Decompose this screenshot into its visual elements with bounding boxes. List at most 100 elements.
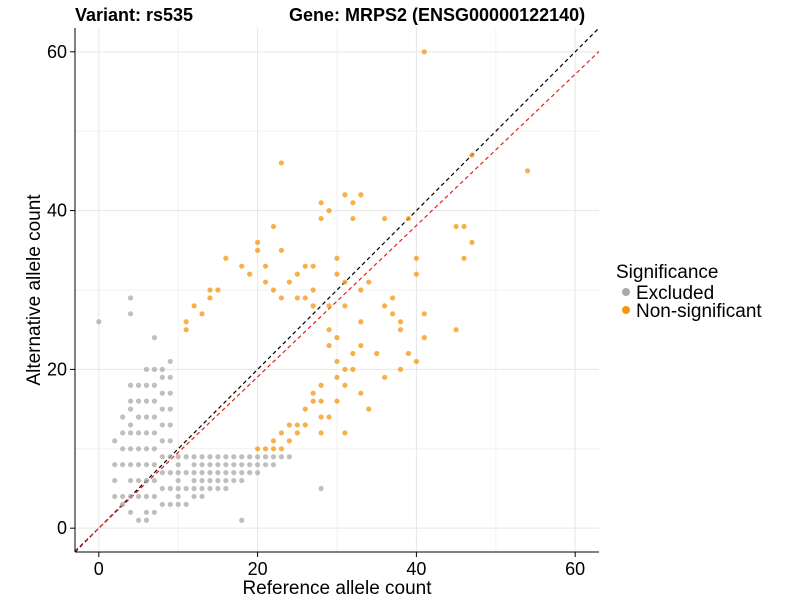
- point-1-27: [413, 271, 419, 277]
- point-0-7: [143, 517, 150, 523]
- point-0-79: [175, 477, 181, 484]
- point-0-46: [151, 509, 157, 515]
- point-0-38: [143, 477, 150, 484]
- point-1-64: [191, 303, 197, 309]
- point-0-100: [207, 477, 213, 484]
- x-tick-label-40: 40: [406, 559, 426, 579]
- point-1-38: [421, 311, 427, 317]
- point-0-14: [112, 438, 118, 444]
- legend-label-non-significant: Non-significant: [636, 301, 762, 322]
- point-1-63: [342, 366, 348, 372]
- point-0-27: [127, 382, 134, 388]
- point-0-11: [112, 493, 118, 500]
- point-1-19: [469, 239, 475, 245]
- point-1-25: [302, 263, 308, 269]
- legend-key-non-significant: [622, 306, 630, 314]
- point-0-36: [143, 509, 150, 515]
- point-1-12: [405, 215, 412, 222]
- point-0-3: [151, 335, 157, 341]
- point-0-47: [151, 493, 157, 500]
- point-0-109: [223, 485, 229, 492]
- point-1-90: [255, 446, 261, 452]
- point-0-29: [135, 477, 142, 484]
- point-1-50: [334, 398, 340, 404]
- point-0-115: [231, 470, 237, 476]
- point-0-83: [183, 501, 189, 507]
- point-1-52: [350, 366, 356, 372]
- point-0-75: [167, 358, 173, 365]
- point-0-94: [199, 485, 205, 492]
- x-axis-title: Reference allele count: [242, 578, 432, 599]
- point-0-58: [159, 470, 165, 476]
- point-0-41: [143, 430, 150, 436]
- point-1-43: [397, 366, 404, 372]
- point-1-41: [405, 350, 412, 357]
- point-1-74: [294, 295, 300, 301]
- point-0-120: [239, 462, 245, 468]
- legend-title: Significance: [616, 262, 718, 283]
- point-1-32: [358, 287, 364, 293]
- point-0-69: [167, 454, 173, 460]
- legend: Significance Excluded Non-significant: [616, 262, 762, 322]
- point-0-92: [191, 454, 197, 460]
- point-0-89: [191, 477, 197, 484]
- point-0-62: [159, 406, 165, 412]
- point-1-34: [382, 303, 388, 309]
- point-1-46: [358, 390, 364, 396]
- point-1-48: [342, 430, 348, 436]
- y-axis-title: Alternative allele count: [24, 194, 45, 386]
- point-0-12: [112, 477, 118, 484]
- point-0-122: [247, 470, 253, 476]
- point-0-63: [159, 390, 165, 396]
- point-1-58: [326, 327, 332, 333]
- point-0-108: [215, 454, 221, 460]
- point-1-70: [262, 279, 269, 285]
- point-1-81: [318, 382, 324, 388]
- legend-label-excluded: Excluded: [636, 283, 714, 304]
- point-1-62: [334, 374, 340, 380]
- point-1-15: [453, 223, 459, 230]
- reference-line-identity: [74, 27, 600, 553]
- point-0-133: [286, 454, 292, 460]
- point-0-50: [151, 446, 157, 452]
- point-0-77: [175, 493, 181, 500]
- point-0-127: [255, 454, 261, 460]
- axis-ticks: 0 20 40 60 0 20 40 60: [47, 42, 585, 579]
- point-1-80: [183, 319, 189, 325]
- point-1-76: [310, 303, 316, 309]
- point-0-85: [183, 470, 189, 476]
- point-1-35: [389, 311, 396, 317]
- point-1-82: [310, 390, 316, 396]
- point-0-97: [199, 462, 205, 468]
- point-1-86: [278, 430, 285, 436]
- point-1-0: [421, 49, 427, 55]
- point-0-116: [231, 462, 237, 468]
- point-1-11: [382, 215, 388, 222]
- point-0-9: [120, 501, 126, 507]
- point-1-9: [350, 215, 356, 222]
- point-0-1: [127, 295, 134, 301]
- point-0-96: [199, 470, 205, 476]
- point-0-74: [167, 374, 173, 380]
- point-0-103: [207, 454, 213, 460]
- point-1-33: [389, 295, 396, 301]
- point-1-49: [318, 414, 324, 420]
- point-1-88: [270, 446, 277, 452]
- point-0-35: [135, 382, 142, 388]
- point-1-26: [413, 255, 419, 261]
- point-1-40: [453, 327, 459, 333]
- point-0-15: [120, 446, 126, 452]
- point-0-33: [135, 414, 142, 420]
- x-tick-label-60: 60: [565, 559, 585, 579]
- point-1-28: [334, 271, 340, 277]
- point-1-53: [350, 350, 356, 357]
- point-1-83: [302, 406, 308, 412]
- point-0-73: [167, 390, 173, 396]
- point-0-26: [127, 398, 134, 404]
- point-0-99: [207, 485, 213, 492]
- point-0-126: [255, 462, 261, 468]
- reference-lines: [74, 27, 600, 553]
- point-0-8: [127, 509, 134, 515]
- point-1-56: [326, 303, 332, 309]
